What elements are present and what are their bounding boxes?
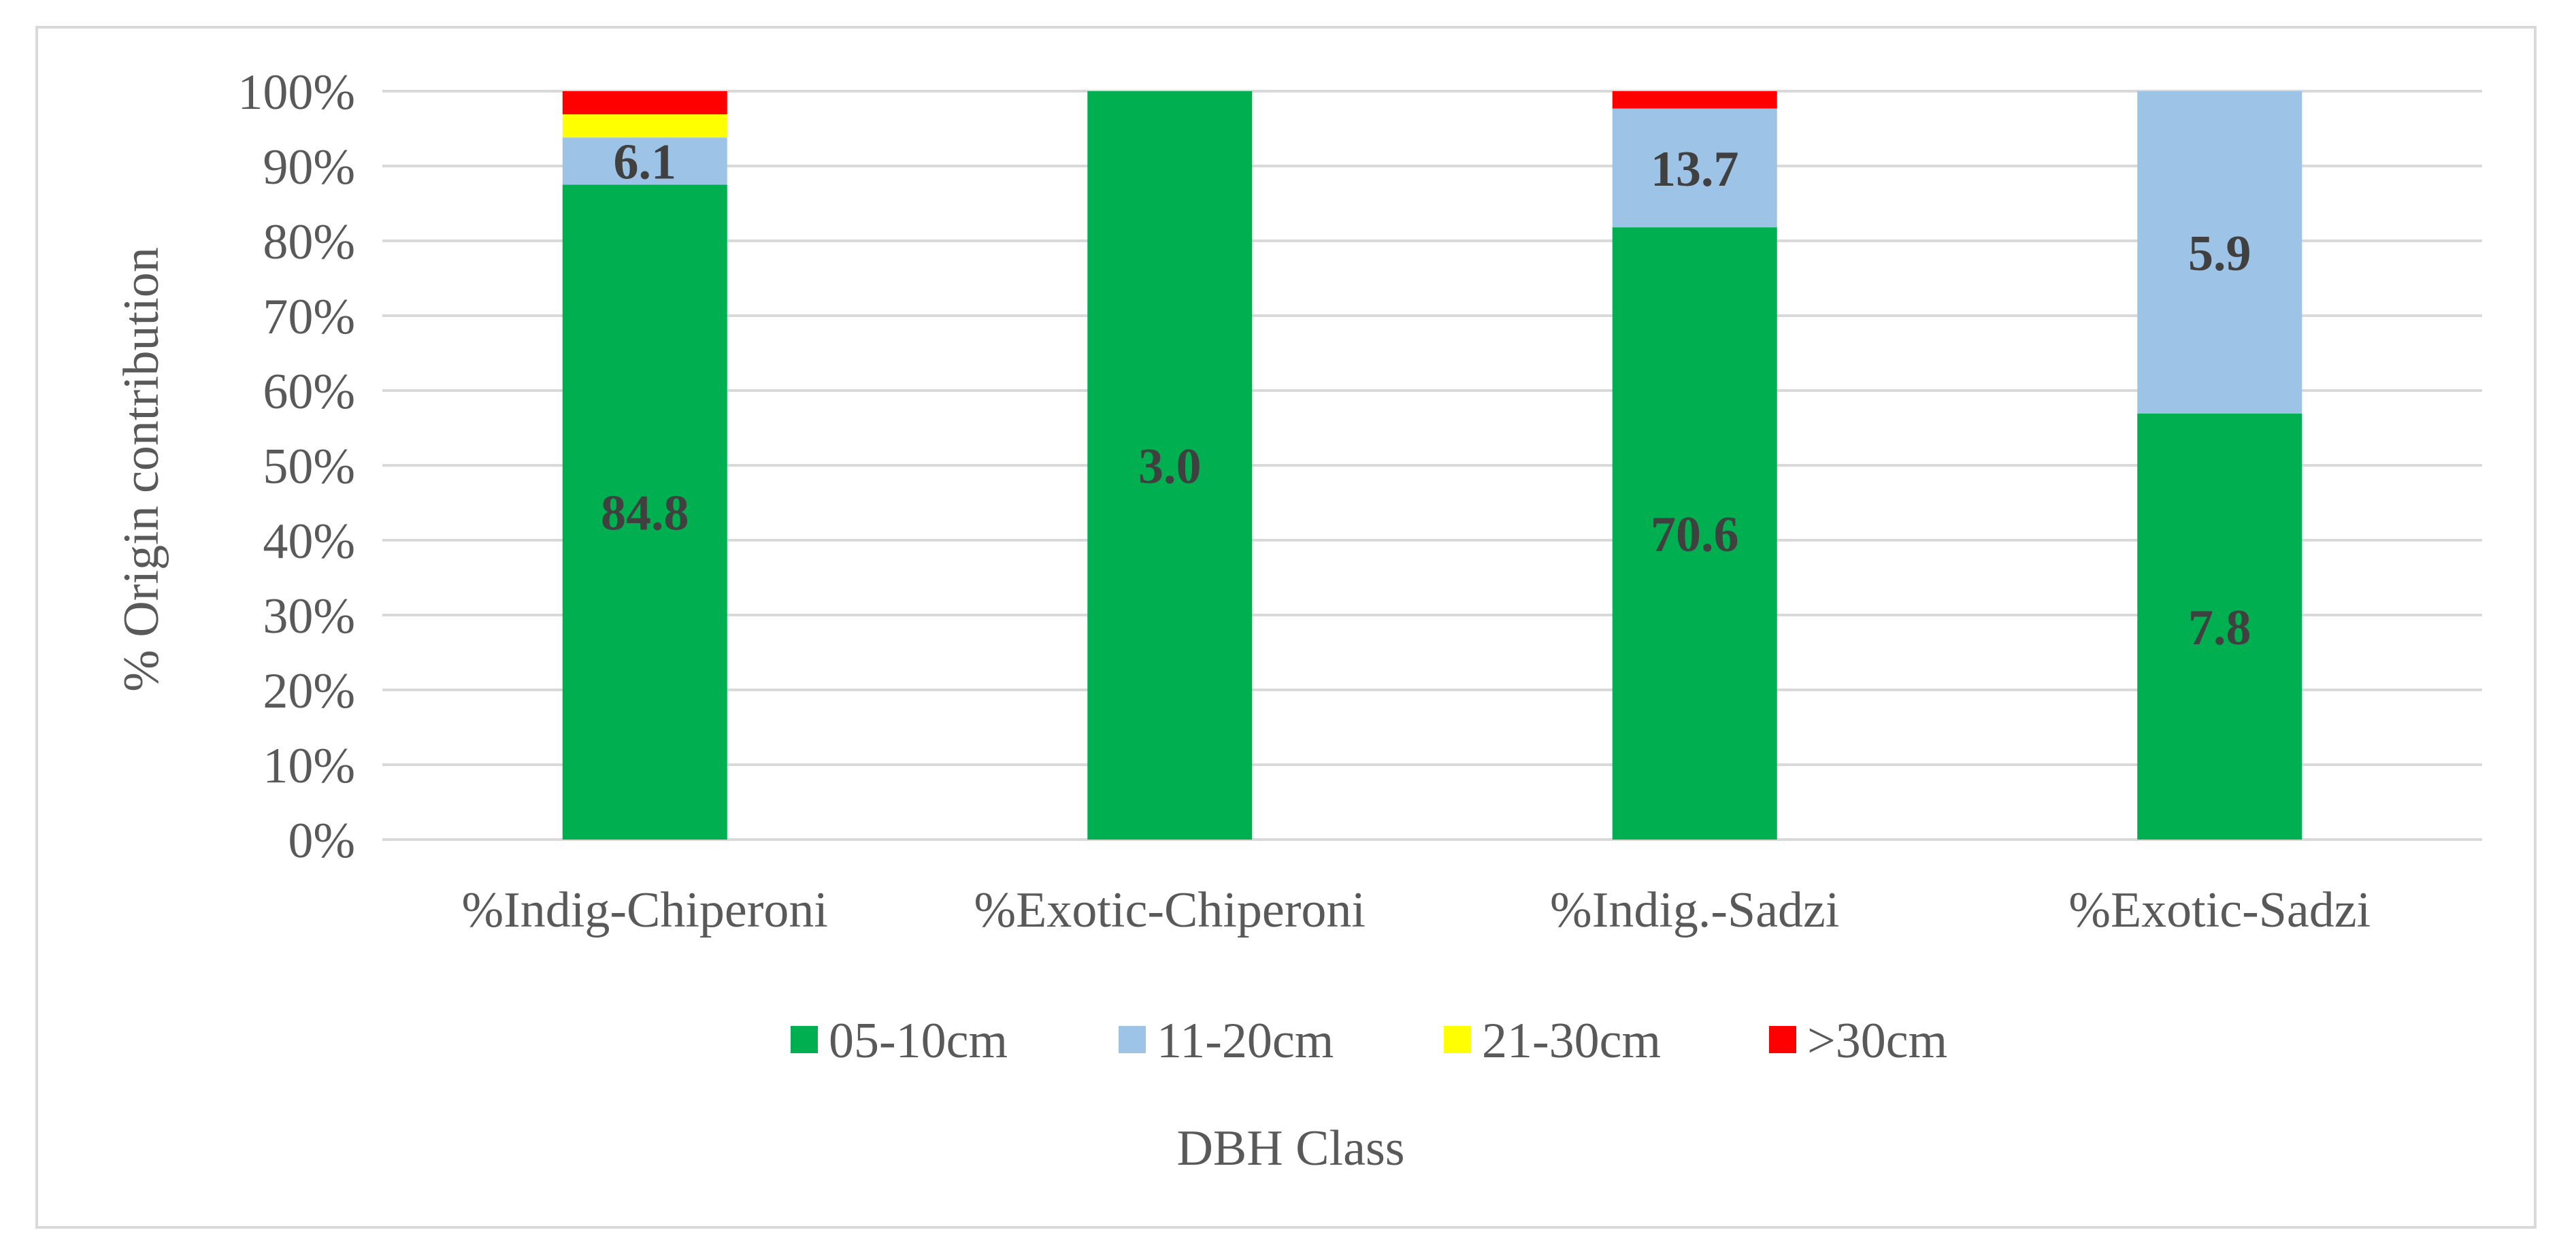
data-labels: 84.8 6.1 3.0 70.6 13.7 7.8 5.9 <box>601 135 2251 656</box>
bar-segment <box>562 114 727 138</box>
y-tick-label: 80% <box>263 214 355 270</box>
legend-label: 11-20cm <box>1157 1013 1334 1069</box>
y-tick-label: 0% <box>288 813 355 869</box>
category-label: %Exotic-Chiperoni <box>974 882 1366 938</box>
y-tick-label: 60% <box>263 364 355 420</box>
legend-swatch <box>1769 1026 1796 1053</box>
data-label: 70.6 <box>1651 507 1739 563</box>
y-tick-label: 40% <box>263 514 355 569</box>
legend-label: >30cm <box>1807 1013 1947 1069</box>
bar-segment <box>562 184 727 840</box>
legend-label: 05-10cm <box>829 1013 1008 1069</box>
bar-segment <box>2137 91 2302 414</box>
bar-segment <box>1087 91 1253 840</box>
y-tick-label: 30% <box>263 588 355 644</box>
data-label: 6.1 <box>614 135 677 190</box>
bars <box>562 91 2302 840</box>
data-label: 84.8 <box>601 486 689 542</box>
y-tick-label: 100% <box>237 65 355 120</box>
legend: 05-10cm 11-20cm 21-30cm >30cm <box>791 1013 1947 1069</box>
chart-frame <box>35 26 2537 1229</box>
category-labels: %Indig-Chiperoni %Exotic-Chiperoni %Indig.… <box>462 882 2371 938</box>
data-label: 3.0 <box>1138 439 1202 495</box>
x-axis-title: DBH Class <box>1176 1121 1404 1176</box>
bar-segment <box>1612 227 1777 840</box>
data-label: 7.8 <box>2188 600 2251 656</box>
bar-segment <box>1612 91 1777 109</box>
legend-swatch <box>1444 1026 1471 1053</box>
bar-segment <box>1612 108 1777 228</box>
y-tick-label: 10% <box>263 738 355 794</box>
y-axis-title: % Origin contribution <box>114 247 169 692</box>
y-tick-label: 70% <box>263 289 355 345</box>
data-label: 13.7 <box>1651 142 1739 197</box>
gridlines <box>382 90 2482 841</box>
category-label: %Indig.-Sadzi <box>1550 882 1839 938</box>
bar-segment <box>562 91 727 115</box>
data-label: 5.9 <box>2188 226 2251 282</box>
y-tick-label: 20% <box>263 663 355 719</box>
bar-segment <box>562 137 727 185</box>
category-label: %Exotic-Sadzi <box>2068 882 2371 938</box>
y-tick-labels: 0% 10% 20% 30% 40% 50% 60% 70% 80% 90% 100% <box>237 65 355 869</box>
category-label: %Indig-Chiperoni <box>462 882 828 938</box>
legend-label: 21-30cm <box>1482 1013 1661 1069</box>
y-tick-label: 50% <box>263 439 355 495</box>
legend-swatch <box>791 1026 818 1053</box>
bar-segment <box>2137 413 2302 840</box>
y-tick-label: 90% <box>263 139 355 195</box>
legend-swatch <box>1119 1026 1146 1053</box>
